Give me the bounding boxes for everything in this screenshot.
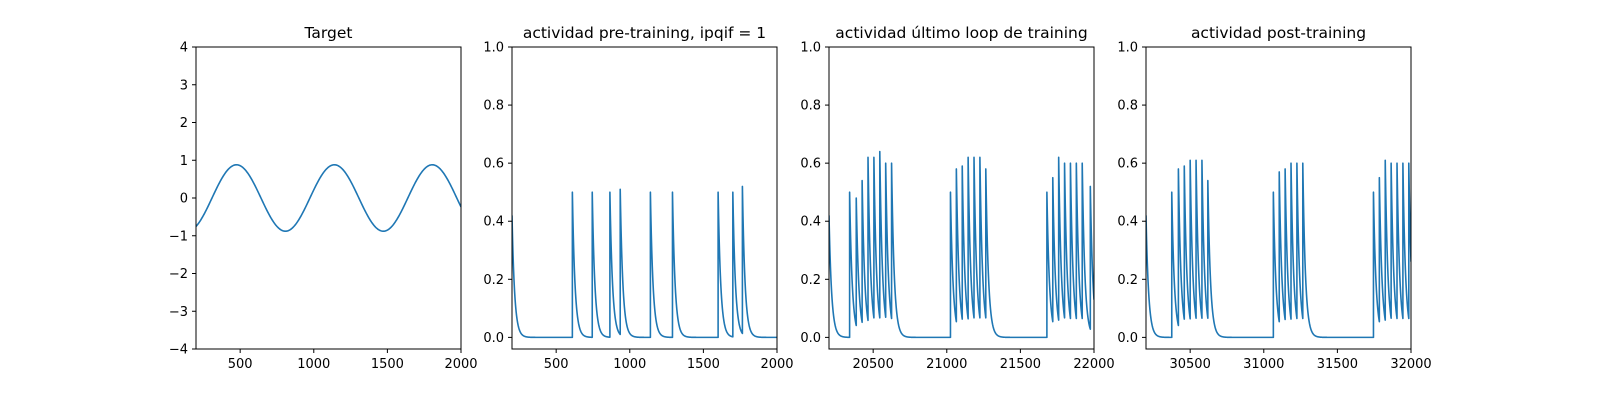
y-tick-label: 0.6: [1117, 157, 1138, 172]
y-tick-label: 0.0: [483, 331, 504, 346]
y-tick-label: −4: [169, 343, 188, 358]
chart-panel-3: actividad último loop de training 20500 21…: [800, 24, 1114, 372]
y-tick-label: 0.8: [800, 99, 821, 114]
y-tick-label: 0.4: [483, 215, 504, 230]
plot-frame: [195, 46, 462, 350]
chart-title: actividad último loop de training: [835, 24, 1087, 42]
y-tick-label: 0.0: [800, 331, 821, 346]
x-tick-label: 1500: [371, 357, 404, 372]
y-tick-label: 0.4: [1117, 215, 1138, 230]
x-tick-label: 30500: [1169, 357, 1210, 372]
x-tick-label: 21000: [926, 357, 967, 372]
chart-title: Target: [304, 24, 353, 42]
x-tick-label: 20500: [852, 357, 893, 372]
plot-frame: [828, 46, 1095, 350]
y-tick-label: 0.2: [1117, 273, 1138, 288]
x-tick-label: 1000: [613, 357, 646, 372]
x-tick-label: 2000: [444, 357, 477, 372]
y-tick-label: 1.0: [1117, 41, 1138, 56]
plot-frame: [511, 46, 778, 350]
y-tick-label: 0.2: [800, 273, 821, 288]
y-tick-label: 1.0: [800, 41, 821, 56]
x-tick-label: 31000: [1243, 357, 1284, 372]
x-tick-label: 500: [544, 357, 569, 372]
y-tick-label: 0.2: [483, 273, 504, 288]
series-line-1: [196, 163, 461, 233]
chart-title: actividad pre-training, ipqif = 1: [523, 24, 766, 42]
y-tick-label: 0.4: [800, 215, 821, 230]
y-tick-label: 0.8: [1117, 99, 1138, 114]
chart-title: actividad post-training: [1191, 24, 1366, 42]
plot-frame: [1145, 46, 1412, 350]
x-tick-label: 1000: [297, 357, 330, 372]
y-tick-label: 0: [180, 192, 188, 207]
x-tick-label: 500: [228, 357, 253, 372]
x-tick-label: 32000: [1390, 357, 1431, 372]
y-tick-label: 1.0: [483, 41, 504, 56]
y-tick-label: 3: [180, 78, 188, 93]
y-tick-label: 1: [180, 154, 188, 169]
y-tick-label: −3: [169, 305, 188, 320]
chart-panel-4: actividad post-training 30500 31000 31500 32…: [1117, 24, 1431, 372]
x-tick-label: 2000: [760, 357, 793, 372]
y-tick-label: 0.6: [800, 157, 821, 172]
x-tick-label: 31500: [1317, 357, 1358, 372]
x-tick-label: 1500: [687, 357, 720, 372]
y-tick-label: 2: [180, 116, 188, 131]
y-tick-label: 4: [180, 41, 188, 56]
x-tick-label: 22000: [1073, 357, 1114, 372]
chart-panel-2: actividad pre-training, ipqif = 1 500 1000…: [483, 24, 793, 372]
chart-panel-1: Target 500 1000 1500 2000 −4 −3 −2 −1 0 1 2 3 4: [169, 24, 478, 372]
y-tick-label: −1: [169, 229, 188, 244]
series-line-1: [512, 185, 777, 339]
y-tick-label: 0.6: [483, 157, 504, 172]
y-tick-label: −2: [169, 267, 188, 282]
series-line-1: [829, 150, 1094, 339]
series-line-1: [1146, 159, 1411, 339]
y-tick-label: 0.0: [1117, 331, 1138, 346]
x-tick-label: 21500: [1000, 357, 1041, 372]
y-tick-label: 0.8: [483, 99, 504, 114]
